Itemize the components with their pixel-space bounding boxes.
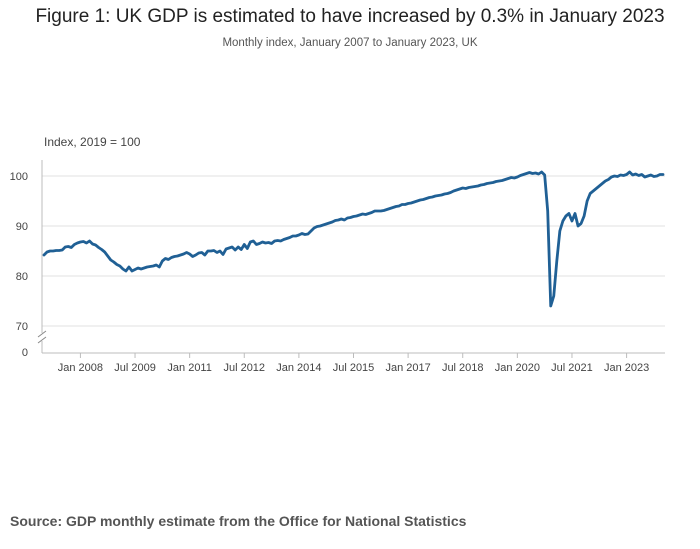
chart-title: Figure 1: UK GDP is estimated to have in… (35, 6, 665, 27)
series-layer (42, 170, 665, 308)
y-tick-label: 70 (16, 321, 28, 333)
x-tick-label: Jan 2008 (58, 362, 103, 374)
x-tick-labels: Jan 2008 Jul 2009 Jan 2011 Jul 2012 Jan 2014… (58, 362, 649, 374)
x-tick-label: Jul 2015 (333, 362, 375, 374)
axis-break-mark (37, 336, 47, 344)
series-line-gdp (42, 170, 665, 308)
x-tick-label: Jan 2011 (167, 362, 211, 374)
gdp-line-chart: Index, 2019 = 100 70 80 90 100 0 Jan 2008 Jul… (10, 135, 665, 374)
x-tick-label: Jul 2021 (551, 362, 593, 374)
axis-break-mark (37, 330, 47, 338)
x-tick-label: Jan 2023 (604, 362, 649, 374)
x-tick-label: Jan 2017 (385, 362, 430, 374)
y-tick-label-zero: 0 (22, 347, 28, 359)
chart-subtitle: Monthly index, January 2007 to January 2… (222, 37, 478, 49)
y-tick-labels: 70 80 90 100 0 (10, 171, 28, 359)
gridlines (42, 175, 665, 327)
source-note: Source: GDP monthly estimate from the Of… (10, 513, 467, 529)
x-tick-label: Jul 2018 (442, 362, 484, 374)
y-axis-title: Index, 2019 = 100 (44, 135, 141, 149)
axes (37, 160, 665, 358)
x-tick-label: Jan 2020 (495, 362, 540, 374)
y-tick-label: 100 (10, 171, 28, 183)
y-tick-label: 80 (16, 271, 28, 283)
x-tick-label: Jan 2014 (276, 362, 321, 374)
y-tick-label: 90 (16, 221, 28, 233)
x-tick-label: Jul 2009 (114, 362, 156, 374)
x-tick-label: Jul 2012 (223, 362, 265, 374)
